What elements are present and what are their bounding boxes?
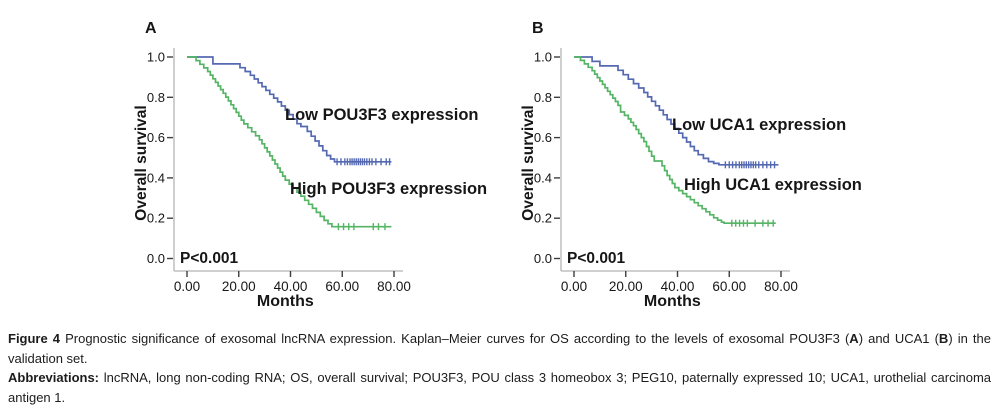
figure-caption: Figure 4 Prognostic significance of exos… xyxy=(8,329,991,407)
x-tick-label: 80.00 xyxy=(377,279,411,294)
series-label: High UCA1 expression xyxy=(684,176,862,194)
x-tick-label: 60.00 xyxy=(712,279,746,294)
series-label: High POU3F3 expression xyxy=(290,180,487,198)
caption-text: Prognostic significance of exosomal lncR… xyxy=(65,331,850,346)
y-tick-label: 0.4 xyxy=(147,170,165,185)
caption-bold-text: A xyxy=(849,331,859,346)
y-axis-title: Overall survival xyxy=(133,105,150,220)
p-value-annotation: P<0.001 xyxy=(567,250,626,267)
x-tick-label: 0.00 xyxy=(561,279,587,294)
km-plots-canvas: 0.0 0.2 0.4 0.6 0.8 1.0 0.00 20.00 40.00 60.00 80.… xyxy=(133,20,862,310)
x-tick-label: 0.00 xyxy=(174,279,200,294)
x-tick-label: 20.00 xyxy=(609,279,643,294)
x-axis-title: Months xyxy=(644,293,701,310)
y-tick-label: 0.6 xyxy=(534,130,552,145)
km-panel-b: 0.0 0.2 0.4 0.6 0.8 1.0 0.00 20.00 40.00 60.00 80.… xyxy=(520,20,862,310)
x-tick-label: 80.00 xyxy=(764,279,798,294)
km-curve xyxy=(187,56,392,163)
x-tick-label: 60.00 xyxy=(325,279,359,294)
y-tick-label: 0.2 xyxy=(534,211,552,226)
y-tick-label: 0.8 xyxy=(534,90,552,105)
y-tick-label: 0.4 xyxy=(534,170,552,185)
y-tick-label: 0.0 xyxy=(534,251,552,266)
caption-bold-text: B xyxy=(938,331,949,346)
x-tick-label: 20.00 xyxy=(222,279,256,294)
y-tick-label: 1.0 xyxy=(147,50,165,65)
caption-text: ) in the validation set. xyxy=(8,331,991,366)
caption-bold-text: Figure 4 xyxy=(8,331,66,346)
y-tick-label: 0.8 xyxy=(147,90,165,105)
km-curve xyxy=(187,56,392,228)
x-tick-label: 40.00 xyxy=(661,279,695,294)
km-curve xyxy=(574,56,776,225)
y-axis-title: Overall survival xyxy=(520,105,537,220)
caption-paragraph: Abbreviations: lncRNA, long non-coding R… xyxy=(8,368,991,407)
km-panel-a: 0.0 0.2 0.4 0.6 0.8 1.0 0.00 20.00 40.00 60.00 80.… xyxy=(133,20,487,310)
x-tick-label: 40.00 xyxy=(274,279,308,294)
x-axis-title: Months xyxy=(257,293,314,310)
series-label: Low UCA1 expression xyxy=(672,116,846,134)
y-tick-label: 0.6 xyxy=(147,130,165,145)
caption-text: ) and UCA1 ( xyxy=(858,331,939,346)
series-label: Low POU3F3 expression xyxy=(285,106,478,124)
y-tick-label: 0.0 xyxy=(147,251,165,266)
panel-label: B xyxy=(532,20,544,37)
panel-label: A xyxy=(145,20,157,37)
p-value-annotation: P<0.001 xyxy=(180,250,239,267)
y-tick-label: 0.2 xyxy=(147,211,165,226)
km-curve xyxy=(574,56,779,166)
caption-bold-text: Abbreviations: xyxy=(8,370,104,385)
y-tick-label: 1.0 xyxy=(534,50,552,65)
caption-paragraph: Figure 4 Prognostic significance of exos… xyxy=(8,329,991,368)
caption-text: lncRNA, long non-coding RNA; OS, overall… xyxy=(8,370,992,405)
